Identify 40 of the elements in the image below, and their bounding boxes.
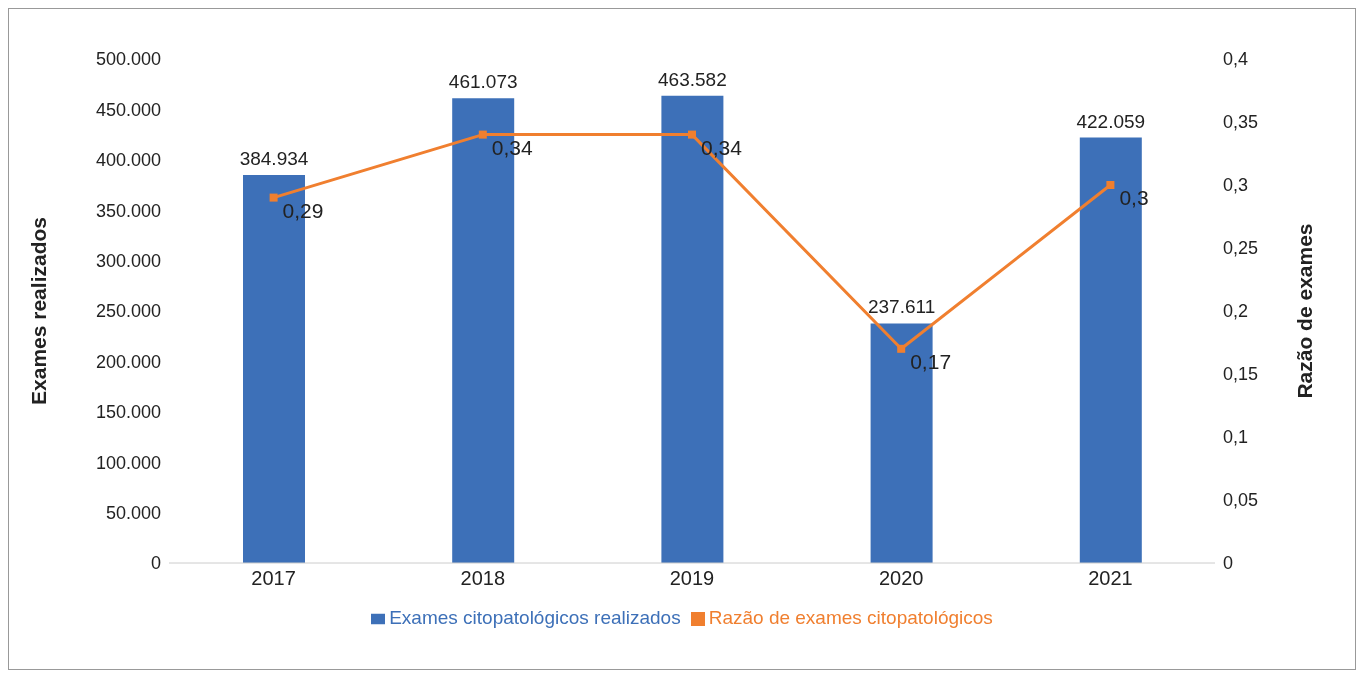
data-label: 422.059	[1076, 110, 1146, 132]
point	[478, 130, 487, 139]
y-tick-label: 300.000	[95, 250, 161, 271]
x-tick-label: 2021	[1088, 567, 1133, 590]
point	[688, 130, 696, 139]
y-tick-label: 400.000	[95, 150, 161, 171]
data-label: 0,34	[701, 135, 743, 159]
x-tick-label: 2019	[669, 567, 715, 590]
data-label: 461.073	[448, 71, 518, 93]
x-tick-label: 2020	[878, 567, 924, 590]
y-tick-label: 350.000	[95, 200, 161, 221]
data-label: 384.934	[239, 147, 309, 169]
y2-tick-label: 0,15	[1223, 364, 1259, 385]
y2-tick-label: 0,35	[1223, 112, 1259, 133]
data-label: 237.611	[867, 296, 936, 318]
x-tick-label: 2017	[251, 567, 296, 590]
y-tick-label: 150.000	[95, 402, 161, 423]
y-tick-label: 0	[150, 553, 161, 574]
y2-tick-label: 0,2	[1223, 301, 1249, 322]
y-tick-label: 250.000	[95, 301, 161, 322]
y2-tick-label: 0,05	[1223, 490, 1259, 511]
y-axis-title: Exames realizados	[27, 217, 51, 405]
y-tick-label: 200.000	[95, 351, 161, 372]
point	[897, 344, 906, 353]
point	[269, 193, 278, 202]
legend-label: Exames citopatológicos realizados	[389, 607, 681, 628]
y2-tick-label: 0,1	[1223, 427, 1249, 448]
y2-tick-label: 0,4	[1223, 49, 1249, 70]
y-tick-label: 100.000	[95, 452, 161, 473]
y2-tick-label: 0	[1223, 553, 1234, 574]
y-tick-label: 50.000	[105, 502, 161, 523]
x-tick-label: 2018	[460, 567, 506, 590]
point	[1106, 181, 1115, 189]
y-tick-label: 500.000	[95, 49, 161, 70]
y-tick-label: 450.000	[95, 99, 161, 120]
data-label: 463.582	[658, 68, 727, 90]
y2-axis-title: Razão de exames	[1293, 223, 1317, 399]
y2-tick-label: 0,25	[1223, 238, 1259, 259]
legend-label: Razão de exames citopatológicos	[708, 607, 993, 628]
y2-tick-label: 0,3	[1223, 175, 1249, 196]
